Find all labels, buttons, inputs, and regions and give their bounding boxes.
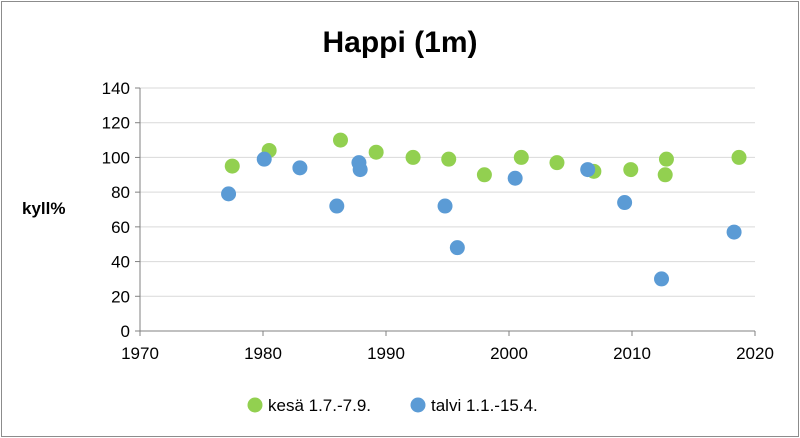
y-tick-labels: 0 20 40 60 80 100 120 140 [102, 79, 130, 341]
series-0-point-6 [476, 167, 492, 183]
legend: kesä 1.7.-7.9. talvi 1.1.-15.4. [247, 396, 538, 415]
series-0-point-4 [405, 149, 421, 165]
y-tick-label-0: 0 [121, 322, 130, 341]
legend-label-1: talvi 1.1.-15.4. [431, 396, 538, 415]
series-0-point-0 [224, 158, 240, 174]
series-1-point-1 [256, 151, 272, 167]
series-1-point-8 [507, 170, 523, 186]
series-0-point-8 [549, 155, 565, 171]
series-1-point-3 [329, 198, 345, 214]
series-1-point-12 [726, 224, 742, 240]
y-tick-label-100: 100 [102, 148, 130, 167]
y-tick-label-140: 140 [102, 79, 130, 98]
series-0-point-12 [657, 167, 673, 183]
y-tick-label-80: 80 [111, 183, 130, 202]
y-tick-label-60: 60 [111, 218, 130, 237]
x-tick-label-1970: 1970 [121, 344, 159, 363]
x-tick-label-1990: 1990 [367, 344, 405, 363]
series-0-point-5 [441, 151, 457, 167]
chart-title: Happi (1m) [322, 26, 477, 59]
axes [135, 87, 756, 336]
x-tick-label-2020: 2020 [736, 344, 774, 363]
series-1-point-9 [580, 162, 596, 178]
series-0-point-10 [623, 162, 639, 178]
y-axis-label: kyll% [22, 199, 65, 218]
x-tick-label-1980: 1980 [244, 344, 282, 363]
legend-label-0: kesä 1.7.-7.9. [268, 396, 371, 415]
series-1-point-7 [449, 240, 465, 256]
x-tick-label-2000: 2000 [490, 344, 528, 363]
x-tick-labels: 1970 1980 1990 2000 2010 2020 [121, 344, 774, 363]
series-0-point-11 [658, 151, 674, 167]
x-tick-label-2010: 2010 [613, 344, 651, 363]
series-1-point-2 [292, 160, 308, 176]
series-0-point-3 [368, 144, 384, 160]
legend-marker-1 [410, 397, 426, 413]
series-0-point-2 [332, 132, 348, 148]
series-1-point-0 [221, 186, 237, 202]
y-tick-label-40: 40 [111, 253, 130, 272]
series-1-point-11 [654, 271, 670, 287]
data-points [221, 132, 747, 287]
series-1-point-10 [617, 195, 633, 211]
y-tick-label-20: 20 [111, 287, 130, 306]
legend-marker-0 [247, 397, 263, 413]
series-1-point-6 [437, 198, 453, 214]
y-tick-label-120: 120 [102, 114, 130, 133]
series-0-point-7 [513, 149, 529, 165]
series-0-point-13 [731, 149, 747, 165]
series-1-point-5 [352, 162, 368, 178]
